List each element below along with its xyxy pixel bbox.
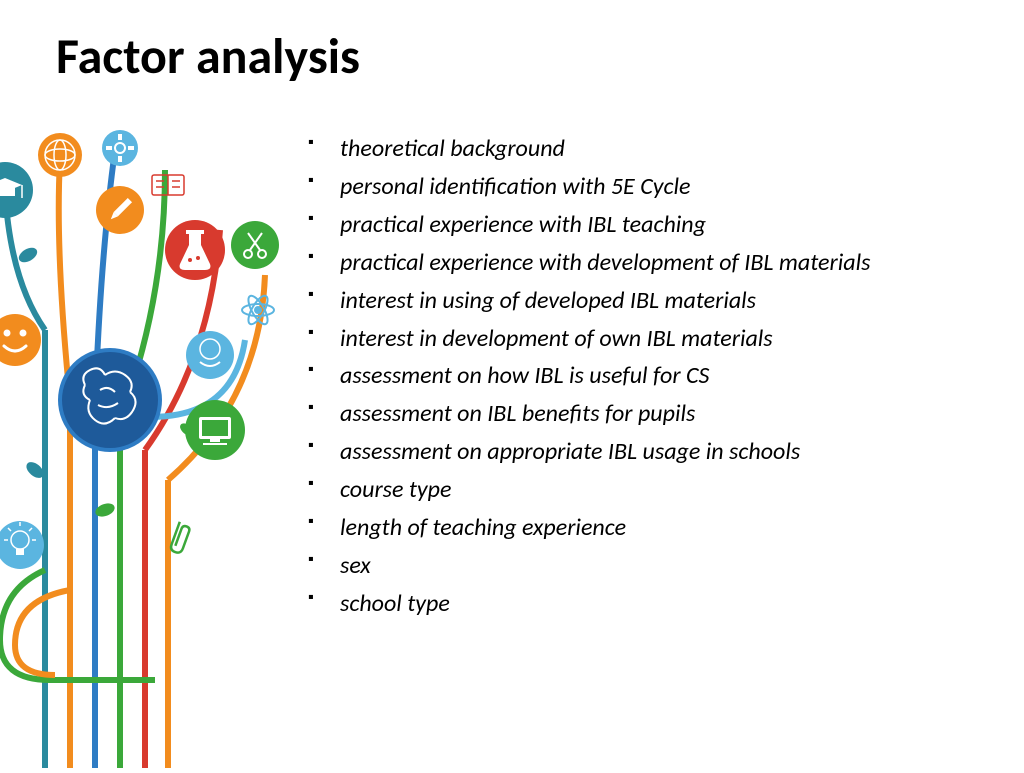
factor-list: theoretical background personal identifi… [308,130,870,623]
list-item: length of teaching experience [308,509,870,547]
list-item: personal identification with 5E Cycle [308,168,870,206]
list-item: practical experience with development of… [308,244,870,282]
list-item: theoretical background [308,130,870,168]
list-item: interest in using of developed IBL mater… [308,282,870,320]
list-item: sex [308,547,870,585]
list-item: practical experience with IBL teaching [308,206,870,244]
brain-tree-illustration [0,100,290,768]
list-item: assessment on IBL benefits for pupils [308,395,870,433]
list-item: school type [308,585,870,623]
page-title: Factor analysis [56,26,360,87]
list-item: assessment on appropriate IBL usage in s… [308,433,870,471]
list-item: assessment on how IBL is useful for CS [308,357,870,395]
list-item: course type [308,471,870,509]
list-item: interest in development of own IBL mater… [308,320,870,358]
